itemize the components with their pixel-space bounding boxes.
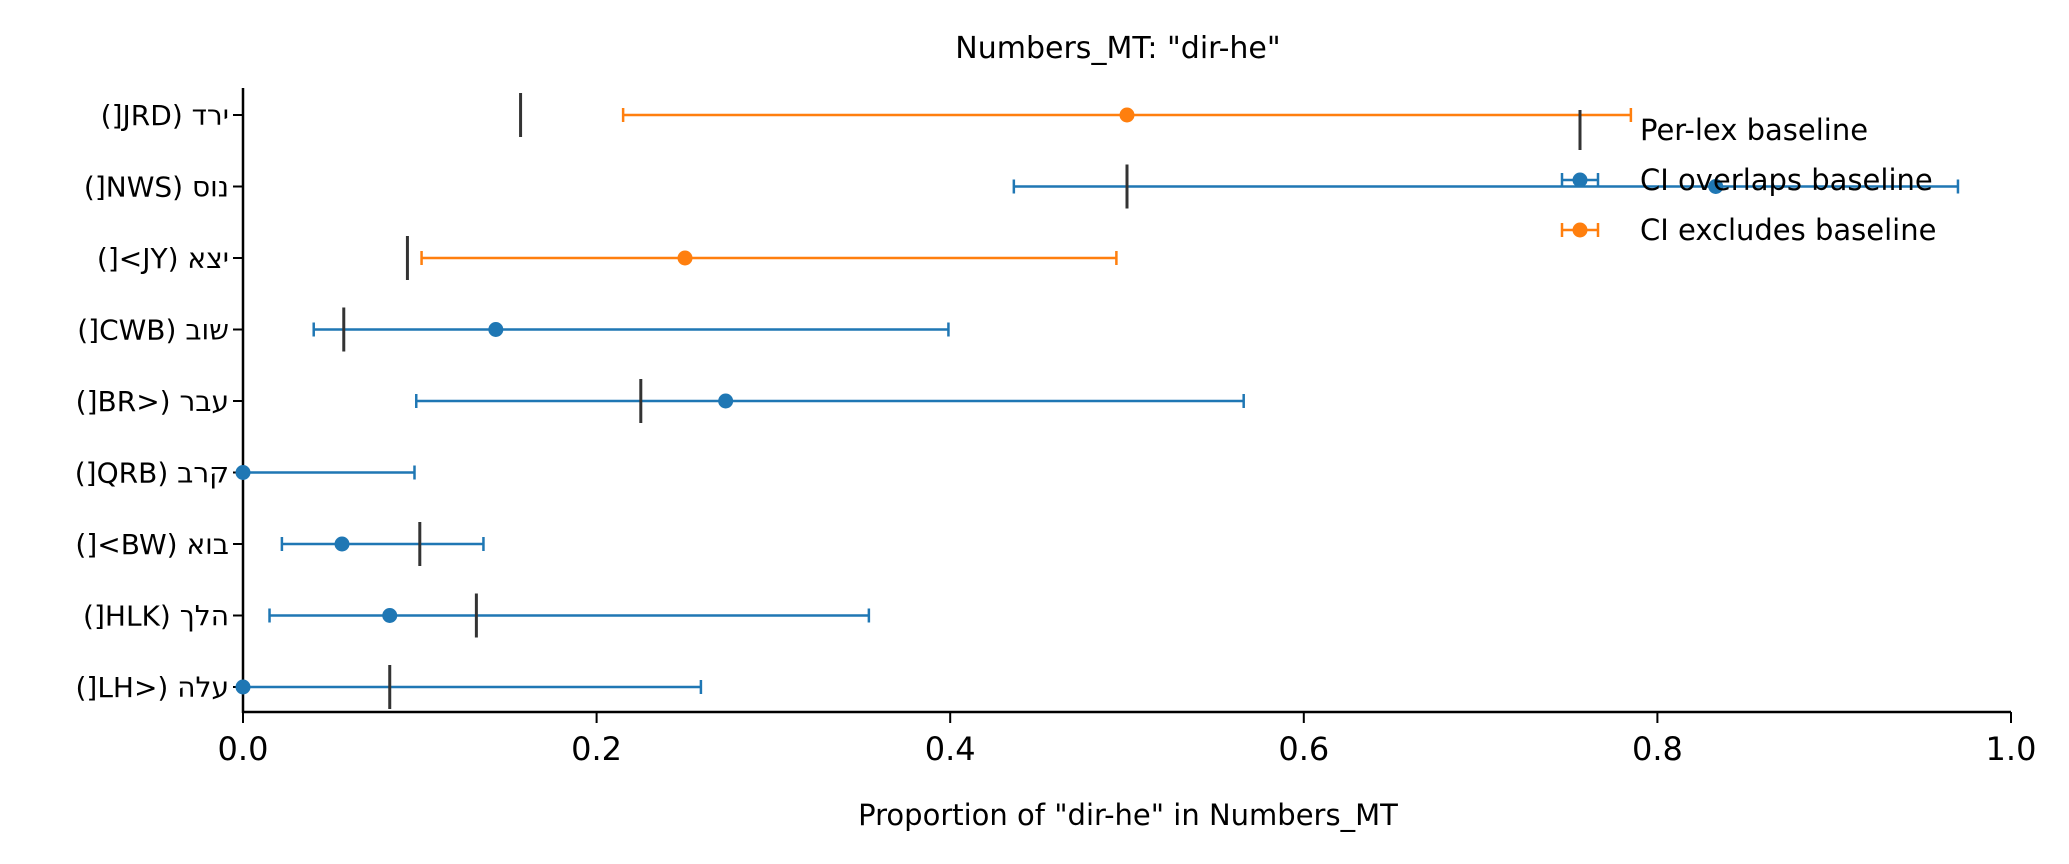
- legend-label: CI excludes baseline: [1640, 213, 1936, 247]
- x-tick-label: 0.8: [1632, 730, 1683, 768]
- y-tick-label: יצא (JY>[): [97, 242, 229, 275]
- legend-label: CI overlaps baseline: [1640, 163, 1933, 197]
- x-tick-label: 1.0: [1986, 730, 2037, 768]
- x-tick-label: 0.4: [925, 730, 976, 768]
- y-tick-label: ירד (JRD[): [101, 99, 229, 132]
- x-tick-label: 0.2: [571, 730, 622, 768]
- legend-marker: [1573, 173, 1588, 188]
- y-tick-label: הלך (HLK[): [83, 600, 229, 633]
- y-tick-label: שוב (CWB[): [77, 314, 229, 347]
- point-estimate: [335, 537, 350, 552]
- y-tick-label: קרב (QRB[): [75, 457, 229, 490]
- chart-title: Numbers_MT: "dir-he": [955, 31, 1280, 66]
- y-tick-label: נוס (NWS[): [84, 171, 229, 204]
- y-tick-label: בוא (BW>[): [75, 528, 229, 561]
- y-tick-label: עלה (<LH[): [75, 671, 229, 704]
- point-estimate: [382, 608, 397, 623]
- point-estimate: [236, 680, 251, 695]
- point-estimate: [488, 322, 503, 337]
- legend-marker: [1573, 223, 1588, 238]
- point-estimate: [678, 251, 693, 266]
- x-axis-label: Proportion of "dir-he" in Numbers_MT: [858, 798, 1398, 832]
- point-estimate: [236, 465, 251, 480]
- plot-area: 0.0 0.2 0.4 0.6 0.8 1.0 ירד (JRD[) נוס (NWS[) יצ…: [75, 88, 2037, 768]
- point-estimate: [718, 394, 733, 409]
- y-tick-label: עבר (<BR[): [76, 385, 229, 418]
- x-tick-label: 0.6: [1278, 730, 1329, 768]
- legend-label: Per-lex baseline: [1640, 113, 1868, 147]
- point-estimate: [1120, 108, 1135, 123]
- x-tick-label: 0.0: [218, 730, 269, 768]
